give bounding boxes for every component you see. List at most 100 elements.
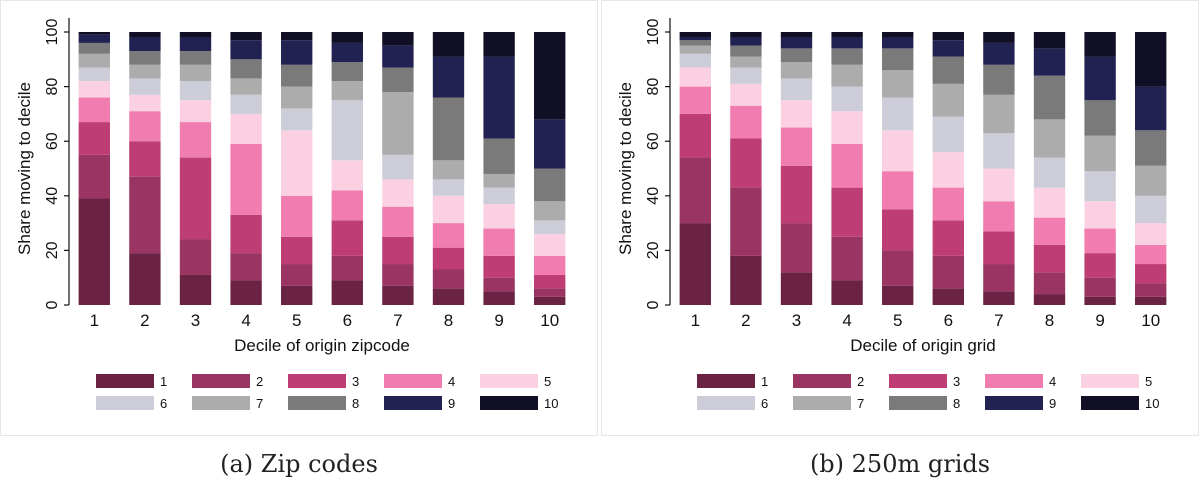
bar-segment-origin-10-dest-8 [534,168,566,202]
y-tick-label: 40 [44,187,61,205]
legend-swatch-7 [192,396,250,410]
bar-segment-origin-7-dest-1 [382,285,414,305]
bar-segment-origin-8-dest-3 [1033,244,1066,273]
bar-segment-origin-8-dest-4 [1033,217,1066,245]
bar-segment-origin-4-dest-6 [831,86,863,112]
bar-segment-origin-4-dest-9 [831,37,863,49]
bar-segment-origin-5-dest-5 [882,130,914,172]
legend-label-2: 2 [256,374,263,389]
legend-swatch-4 [985,374,1043,388]
bar-segment-origin-2-dest-2 [730,187,762,256]
bar-segment-origin-10-dest-1 [534,296,566,305]
bar-segment-origin-3-dest-9 [179,37,212,52]
bar-segment-origin-4-dest-5 [230,113,262,144]
bar-segment-origin-5-dest-6 [281,108,313,131]
bar-segment-origin-7-dest-10 [983,32,1015,43]
bar-segment-origin-6-dest-10 [331,32,363,43]
legend-swatch-4 [384,374,442,388]
bar-segment-origin-3-dest-5 [780,100,813,128]
bar-segment-origin-3-dest-8 [179,51,212,65]
bar-segment-origin-1-dest-9 [679,37,711,41]
bar-segment-origin-8-dest-2 [1033,272,1066,295]
bar-segment-origin-9-dest-10 [1084,32,1116,57]
bar-segment-origin-1-dest-8 [679,40,711,46]
bar-segment-origin-3-dest-10 [179,32,212,38]
bar-segment-origin-8-dest-8 [1033,75,1066,120]
bar-segment-origin-5-dest-2 [281,264,313,286]
bar-segment-origin-4-dest-7 [230,78,262,95]
bar-segment-origin-9-dest-2 [483,277,515,292]
bar-segment-origin-6-dest-3 [331,220,363,256]
x-tick-label: 7 [994,311,1003,330]
bar-segment-origin-7-dest-6 [382,154,414,180]
bar-segment-origin-4-dest-1 [230,280,262,305]
legend-swatch-1 [96,374,154,388]
bar-segment-origin-7-dest-6 [983,133,1015,169]
legend-label-4: 4 [1049,374,1056,389]
bar-segment-origin-2-dest-4 [730,105,762,139]
y-tick-label: 100 [645,19,662,46]
bar-segment-origin-10-dest-4 [1135,244,1167,265]
bar-segment-origin-6-dest-7 [932,83,964,117]
bar-segment-origin-6-dest-8 [331,62,363,82]
bar-segment-origin-3-dest-6 [179,81,212,101]
y-tick-label: 100 [44,19,61,46]
bar-segment-origin-9-dest-7 [1084,135,1116,172]
bar-segment-origin-7-dest-7 [983,94,1015,134]
bar-segment-origin-9-dest-2 [1084,277,1116,297]
legend-label-5: 5 [1145,374,1152,389]
bar-segment-origin-8-dest-1 [432,288,465,305]
legend-swatch-7 [793,396,851,410]
x-tick-label: 4 [842,311,851,330]
bar-segment-origin-3-dest-10 [780,32,813,38]
bar-segment-origin-9-dest-5 [1084,201,1116,229]
bar-segment-origin-10-dest-1 [1135,296,1167,305]
bar-segment-origin-10-dest-4 [534,255,566,275]
bar-segment-origin-10-dest-6 [1135,195,1167,224]
bar-segment-origin-10-dest-2 [1135,283,1167,297]
y-tick-label: 40 [645,187,662,205]
x-tick-label: 2 [140,311,149,330]
legend-swatch-9 [384,396,442,410]
legend-swatch-9 [985,396,1043,410]
bar-segment-origin-6-dest-4 [331,190,363,221]
bar-segment-origin-7-dest-9 [983,42,1015,65]
legend-label-5: 5 [544,374,551,389]
bar-segment-origin-6-dest-7 [331,81,363,101]
bar-segment-origin-7-dest-1 [983,291,1015,305]
legend-label-6: 6 [160,396,167,411]
stacked-bar-chart-250m-grids: 0 20 40 60 80 100 Share moving to decile 1 2 3 4 5 6… [616,18,1167,411]
bar-segment-origin-6-dest-1 [932,288,964,305]
bar-segment-origin-10-dest-10 [1135,32,1167,87]
y-tick-label: 20 [44,241,61,259]
legend-swatch-5 [1081,374,1139,388]
bar-segment-origin-3-dest-8 [780,48,813,63]
bar-segment-origin-9-dest-6 [1084,171,1116,202]
bar-segment-origin-9-dest-9 [483,56,515,139]
bar-segment-origin-10-dest-5 [1135,223,1167,245]
bar-segment-origin-9-dest-8 [483,138,515,174]
bar-segment-origin-9-dest-5 [483,203,515,229]
bar-segment-origin-4-dest-10 [831,32,863,38]
legend-label-4: 4 [448,374,455,389]
bar-segment-origin-8-dest-7 [1033,119,1066,158]
legend-swatch-2 [793,374,851,388]
bar-segment-origin-8-dest-3 [432,247,465,270]
legend-label-9: 9 [448,396,455,411]
bar-segment-origin-3-dest-4 [780,127,813,166]
bar-segment-origin-6-dest-9 [331,42,363,63]
legend-swatch-1 [697,374,755,388]
bar-segment-origin-2-dest-3 [129,141,161,177]
bar-segment-origin-2-dest-6 [129,78,161,95]
y-axis-label: Share moving to decile [616,82,635,255]
legend-swatch-10 [480,396,538,410]
x-tick-label: 8 [444,311,453,330]
bar-segment-origin-8-dest-6 [432,179,465,196]
bar-segment-origin-2-dest-6 [730,67,762,84]
bar-segment-origin-4-dest-3 [230,214,262,254]
bar-segment-origin-1-dest-4 [679,86,711,114]
legend-label-9: 9 [1049,396,1056,411]
bar-segment-origin-3-dest-1 [179,274,212,305]
chart-panel-zip-codes: 0 20 40 60 80 100 Share moving to decile 1 2 3 4 5 6… [0,0,598,436]
bar-segment-origin-8-dest-5 [1033,187,1066,218]
